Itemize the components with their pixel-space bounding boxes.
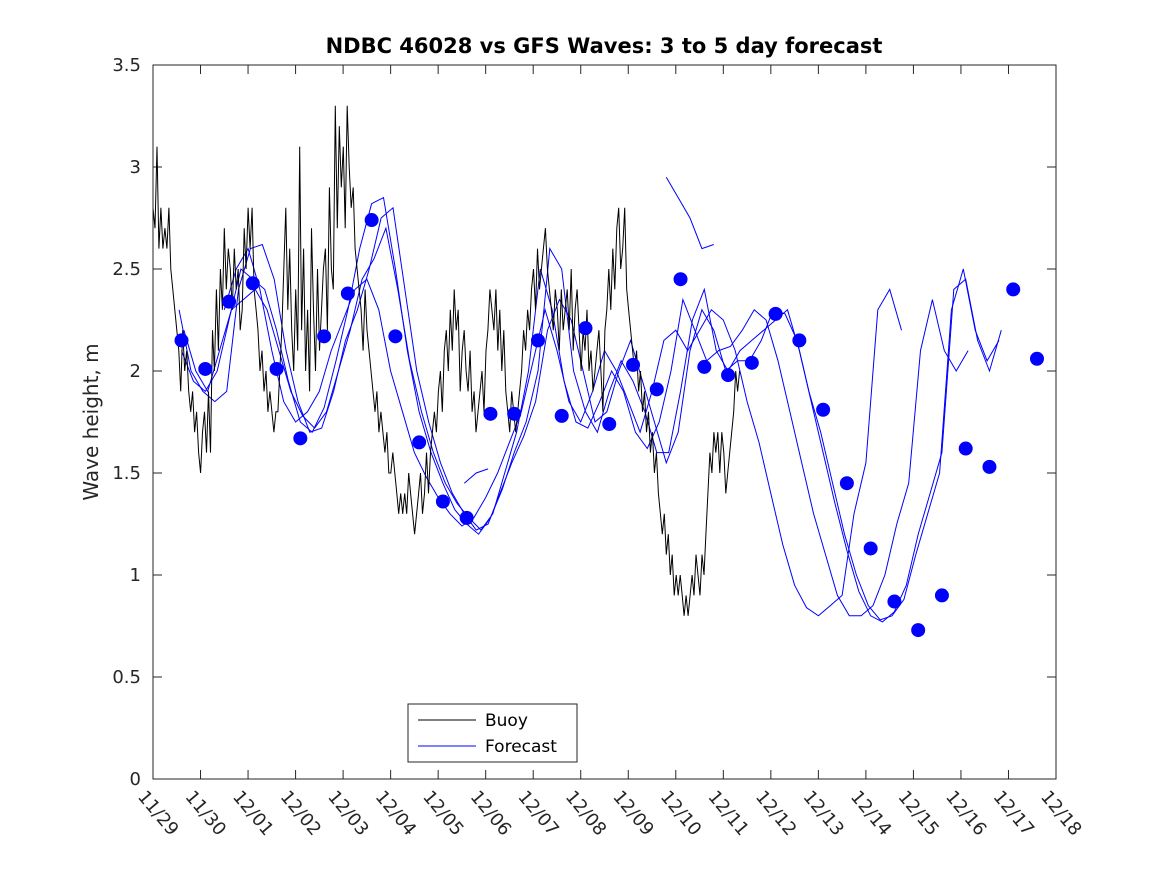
x-tick-label: 12/08 — [561, 787, 610, 840]
forecast-line — [463, 468, 489, 484]
plot-frame — [152, 64, 1057, 780]
forecast-marker — [602, 417, 617, 432]
forecast-marker — [1006, 282, 1021, 297]
forecast-marker — [792, 333, 807, 348]
x-tick-label: 12/02 — [276, 787, 325, 840]
forecast-marker — [459, 510, 474, 525]
forecast-marker — [530, 333, 545, 348]
x-tick-label: 12/12 — [751, 787, 800, 840]
x-tick-label: 12/09 — [608, 787, 657, 840]
forecast-line — [223, 247, 902, 617]
x-tick-label: 12/18 — [1036, 787, 1085, 840]
x-tick-label: 12/06 — [466, 787, 515, 840]
forecast-marker — [364, 213, 379, 228]
forecast-marker — [768, 306, 783, 321]
x-tick-label: 12/14 — [846, 787, 895, 840]
forecast-marker — [697, 359, 712, 374]
forecast-marker — [721, 368, 736, 383]
forecast-marker — [388, 329, 403, 344]
forecast-marker — [198, 361, 213, 376]
forecast-line — [178, 206, 1000, 621]
y-tick-label: 1.5 — [112, 463, 141, 484]
forecast-marker — [293, 431, 308, 446]
forecast-marker — [578, 321, 593, 336]
forecast-line — [183, 226, 969, 617]
y-tick-label: 0.5 — [112, 667, 141, 688]
y-tick-label: 3.5 — [112, 55, 141, 76]
forecast-marker — [816, 402, 831, 417]
chart-title: NDBC 46028 vs GFS Waves: 3 to 5 day fore… — [326, 34, 883, 58]
x-tick-label: 11/29 — [133, 787, 182, 840]
forecast-marker — [340, 286, 355, 301]
y-tick-label: 2.5 — [112, 259, 141, 280]
marker-layer — [174, 213, 1044, 638]
x-tick-label: 12/04 — [371, 787, 420, 840]
x-tick-label: 12/11 — [703, 787, 752, 840]
x-tick-label: 12/05 — [418, 787, 467, 840]
forecast-line — [665, 176, 714, 250]
buoy-line — [152, 105, 741, 616]
forecast-marker — [673, 272, 688, 287]
legend: Buoy Forecast — [407, 703, 578, 763]
y-axis-label: Wave height, m — [79, 343, 103, 500]
x-tick-label: 12/03 — [323, 787, 372, 840]
y-tick-label: 3 — [130, 157, 141, 178]
forecast-marker — [269, 361, 284, 376]
x-tick-label: 12/07 — [513, 787, 562, 840]
forecast-marker — [911, 623, 926, 638]
forecast-marker — [626, 357, 641, 372]
legend-forecast-label: Forecast — [485, 737, 557, 757]
forecast-marker — [863, 541, 878, 556]
x-tick-label: 12/13 — [799, 787, 848, 840]
forecast-marker — [435, 494, 450, 509]
forecast-marker — [412, 435, 427, 450]
series-layer — [152, 105, 1002, 623]
x-tick-label: 12/16 — [941, 787, 990, 840]
forecast-marker — [245, 276, 260, 291]
legend-box — [407, 703, 578, 763]
forecast-marker — [1029, 351, 1044, 366]
forecast-line — [181, 196, 1002, 623]
x-tick-label: 11/30 — [181, 787, 230, 840]
forecast-marker — [317, 329, 332, 344]
x-tick-label: 12/01 — [228, 787, 277, 840]
legend-buoy-label: Buoy — [485, 711, 528, 731]
forecast-marker — [744, 355, 759, 370]
forecast-marker — [174, 333, 189, 348]
y-tick-label: 2 — [130, 361, 141, 382]
forecast-marker — [483, 406, 498, 421]
x-tick-label: 12/10 — [656, 787, 705, 840]
forecast-marker — [958, 441, 973, 456]
x-tick-label: 12/15 — [894, 787, 943, 840]
forecast-marker — [222, 294, 237, 309]
forecast-marker — [649, 382, 664, 397]
forecast-marker — [507, 406, 522, 421]
forecast-marker — [934, 588, 949, 603]
y-tick-label: 1 — [130, 565, 141, 586]
x-tick-label: 12/17 — [989, 787, 1038, 840]
forecast-marker — [982, 459, 997, 474]
y-tick-label: 0 — [130, 769, 141, 790]
forecast-marker — [887, 594, 902, 609]
forecast-marker — [839, 476, 854, 491]
forecast-marker — [554, 408, 569, 423]
